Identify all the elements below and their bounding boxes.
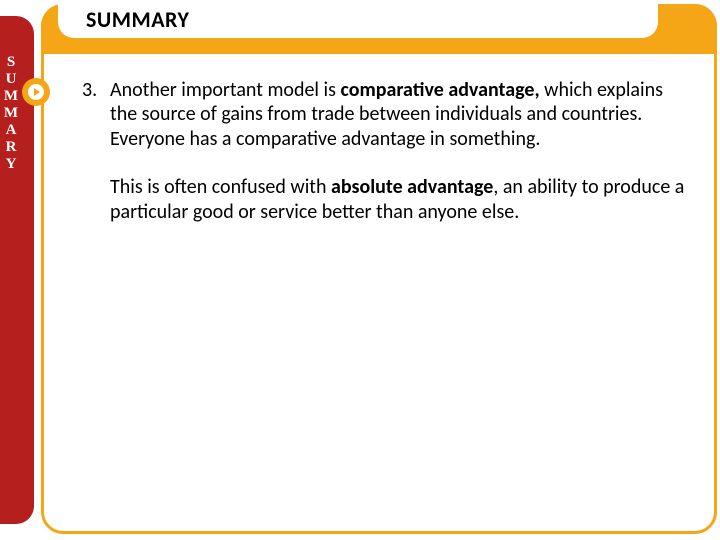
vert-letter: M: [4, 88, 18, 105]
vert-letter: M: [4, 105, 18, 122]
vert-letter: A: [6, 122, 17, 139]
triangle-icon: [34, 88, 40, 96]
p1-bold: comparative advantage,: [340, 78, 539, 102]
vert-letter: Y: [6, 156, 17, 173]
vert-letter: U: [6, 71, 17, 88]
play-bullet-inner: [28, 84, 44, 100]
p2-run-a: This is often confused with: [110, 175, 331, 199]
content-area: 3. Another important model is comparativ…: [82, 78, 685, 224]
paragraph-2: This is often confused with absolute adv…: [110, 175, 685, 224]
list-number: 3.: [82, 78, 97, 102]
paragraph-1: Another important model is comparative a…: [110, 78, 685, 151]
vert-letter: R: [6, 139, 17, 156]
p1-run-a: Another important model is: [110, 78, 340, 102]
p2-bold: absolute advantage: [331, 175, 493, 199]
slide-title: SUMMARY: [86, 6, 189, 33]
vert-letter: S: [7, 54, 15, 71]
vertical-summary-label: S U M M A R Y: [0, 54, 22, 173]
play-bullet-icon: [22, 78, 50, 106]
